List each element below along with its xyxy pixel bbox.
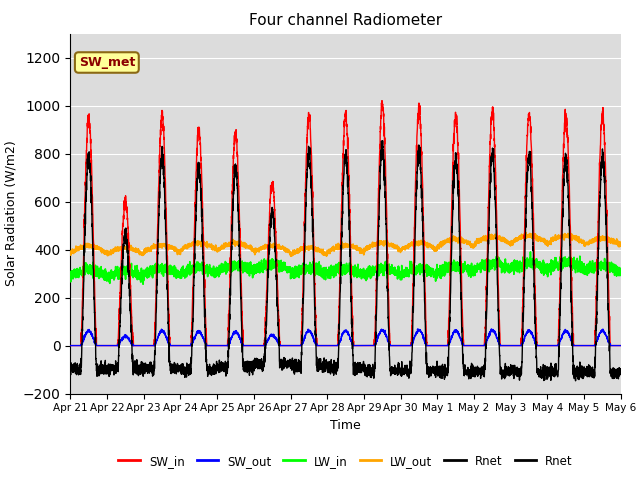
Legend: SW_in, SW_out, LW_in, LW_out, Rnet, Rnet: SW_in, SW_out, LW_in, LW_out, Rnet, Rnet — [114, 450, 577, 472]
Text: SW_met: SW_met — [79, 56, 135, 69]
Title: Four channel Radiometer: Four channel Radiometer — [249, 13, 442, 28]
Y-axis label: Solar Radiation (W/m2): Solar Radiation (W/m2) — [4, 141, 17, 287]
X-axis label: Time: Time — [330, 419, 361, 432]
